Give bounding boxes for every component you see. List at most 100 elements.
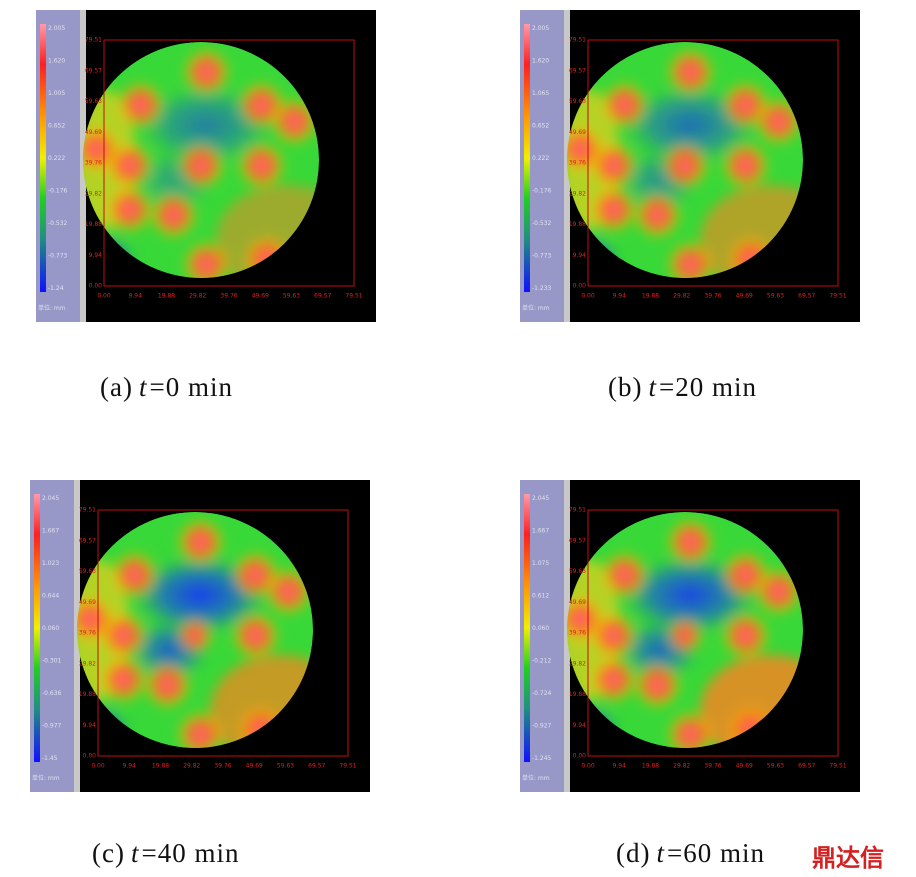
hot-spot	[176, 710, 225, 748]
y-tick-label: 69.57	[85, 67, 102, 74]
hot-spot	[633, 661, 682, 709]
colorbar-label: 0.222	[532, 155, 549, 162]
x-tick-label: 59.63	[767, 763, 784, 770]
colorbar-label: 1.075	[532, 560, 549, 567]
x-tick-label: 79.51	[345, 293, 362, 300]
x-tick-label: 29.82	[673, 763, 690, 770]
y-tick-label: 29.82	[85, 190, 102, 197]
colorbar-label: 2.005	[532, 25, 549, 32]
x-tick-label: 59.63	[283, 293, 300, 300]
y-tick-label: 0.00	[573, 283, 587, 290]
colorbar-label: -0.724	[532, 690, 552, 697]
y-tick-label: 79.51	[85, 37, 102, 44]
colorbar	[524, 24, 530, 292]
caption: (c) t=40 min	[92, 838, 239, 869]
colorbar-label: 1.065	[532, 90, 549, 97]
colorbar-label: 0.222	[48, 155, 65, 162]
colorbar-label: 1.667	[42, 528, 59, 535]
y-tick-label: 69.57	[569, 67, 586, 74]
colorbar-label: 1.620	[48, 58, 65, 65]
caption-text: =0 min	[149, 372, 233, 402]
colorbar-label: 0.644	[42, 593, 59, 600]
hot-spot	[270, 97, 319, 146]
x-tick-label: 29.82	[183, 763, 200, 770]
caption-var: t	[130, 838, 140, 868]
y-tick-label: 9.94	[83, 722, 97, 729]
colorbar-label: -0.977	[42, 723, 62, 730]
y-tick-label: 19.88	[569, 221, 586, 228]
y-tick-label: 19.88	[85, 221, 102, 228]
colorbar-label: 2.005	[48, 25, 65, 32]
hot-spot	[110, 551, 159, 599]
caption: (b) t=20 min	[608, 372, 757, 403]
colorbar-label: -0.773	[48, 253, 68, 260]
caption: (d) t=60 min	[616, 838, 765, 869]
hot-spot	[666, 48, 715, 96]
y-tick-label: 59.63	[569, 568, 586, 575]
x-tick-label: 19.88	[152, 763, 169, 770]
colorbar-label: -1.45	[42, 755, 58, 762]
colorbar-label: 2.045	[532, 495, 549, 502]
x-tick-label: 59.63	[277, 763, 294, 770]
colorbar-label: 0.060	[42, 625, 59, 632]
hot-spot	[754, 97, 803, 146]
y-tick-label: 69.57	[79, 537, 96, 544]
y-tick-label: 59.63	[569, 98, 586, 105]
y-tick-label: 49.69	[85, 129, 102, 136]
caption-var: t	[648, 372, 657, 402]
x-tick-label: 0.00	[581, 293, 595, 300]
y-tick-label: 29.82	[569, 190, 586, 197]
watermark: 鼎达信	[812, 844, 884, 872]
x-tick-label: 9.94	[613, 293, 627, 300]
hot-spot	[176, 518, 225, 566]
x-tick-label: 29.82	[673, 293, 690, 300]
colorbar-label: -1.24	[48, 285, 64, 292]
hot-spot	[264, 567, 313, 616]
colorbar-label: -0.773	[532, 253, 552, 260]
y-tick-label: 79.51	[79, 507, 96, 514]
unit-label: 单位: mm	[32, 774, 60, 782]
hot-spot	[667, 617, 703, 654]
y-tick-label: 59.63	[85, 98, 102, 105]
colorbar-label: 1.667	[532, 528, 549, 535]
y-tick-label: 79.51	[569, 37, 586, 44]
x-tick-label: 29.82	[189, 293, 206, 300]
caption-label: (c)	[92, 838, 125, 868]
x-tick-label: 0.00	[97, 293, 111, 300]
caption-text: =20 min	[659, 372, 757, 402]
caption-label: (a)	[100, 372, 133, 402]
hot-spot	[633, 191, 682, 239]
hot-spot	[589, 185, 638, 234]
colorbar-label: -0.927	[532, 723, 552, 730]
axis-frame	[587, 39, 839, 287]
y-tick-label: 29.82	[79, 660, 96, 667]
y-tick-label: 49.69	[569, 599, 586, 606]
colorbar-label: 1.005	[48, 90, 65, 97]
colorbar	[524, 494, 530, 762]
x-tick-label: 79.51	[829, 293, 846, 300]
colorbar	[34, 494, 40, 762]
hot-spot	[661, 141, 709, 190]
x-tick-label: 39.76	[220, 293, 237, 300]
hot-spot	[177, 617, 213, 654]
y-tick-label: 49.69	[569, 129, 586, 136]
colorbar-label: -0.176	[48, 188, 68, 195]
caption-text: =60 min	[667, 838, 765, 868]
y-tick-label: 49.69	[79, 599, 96, 606]
y-tick-label: 9.94	[573, 722, 587, 729]
y-tick-label: 0.00	[573, 753, 587, 760]
x-tick-label: 39.76	[704, 763, 721, 770]
divider	[80, 10, 86, 322]
hot-spot	[666, 710, 715, 748]
y-tick-label: 0.00	[83, 753, 97, 760]
x-tick-label: 9.94	[613, 763, 627, 770]
colorbar-label: 1.023	[42, 560, 59, 567]
hot-spot	[231, 611, 280, 660]
colorbar-label: 0.060	[532, 625, 549, 632]
hot-spot	[721, 611, 770, 660]
y-tick-label: 19.88	[79, 691, 96, 698]
x-tick-label: 39.76	[704, 293, 721, 300]
y-tick-label: 9.94	[89, 252, 103, 259]
hot-spot	[177, 141, 225, 190]
hot-spot	[105, 185, 154, 234]
